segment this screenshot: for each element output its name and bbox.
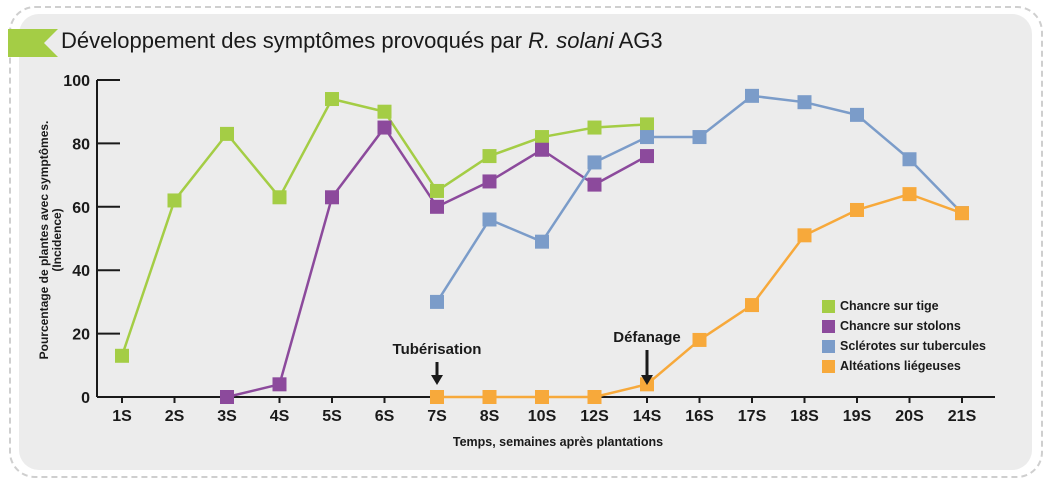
data-point-marker <box>587 120 602 135</box>
chart-axes: 0 20 40 60 80 100 1S 2S 3S 4S 5S 6S 7S 8S 10S 12S 14S 16S… <box>63 73 995 449</box>
legend-swatch <box>822 339 835 353</box>
y-tick-label: 40 <box>72 263 90 280</box>
x-tick-label: 12S <box>580 408 609 425</box>
data-point-marker <box>692 130 707 145</box>
y-axis-title-line: Pourcentage de plantes avec symptômes. <box>37 121 51 360</box>
data-point-marker <box>745 298 759 313</box>
x-tick-label: 8S <box>480 408 500 425</box>
data-point-marker <box>902 187 917 202</box>
data-point-marker <box>587 177 602 192</box>
chart-title-prefix: Développement des symptômes provoqués pa… <box>61 28 529 53</box>
data-point-marker <box>325 92 339 107</box>
x-tick-label: 20S <box>895 408 924 425</box>
data-point-marker <box>482 212 497 227</box>
legend-swatch <box>822 299 835 313</box>
data-point-marker <box>220 390 234 404</box>
x-tick-label: 2S <box>165 408 185 425</box>
x-tick-label: 18S <box>790 408 819 425</box>
legend-swatch <box>822 359 835 373</box>
legend-item: Altéations liégeuses <box>822 356 986 376</box>
x-tick-label: 21S <box>948 408 977 425</box>
data-point-marker <box>377 104 392 119</box>
data-point-marker <box>587 155 602 170</box>
legend-label: Chancre sur stolons <box>840 319 961 333</box>
legend-item: Chancre sur tige <box>822 296 986 316</box>
y-axis-label: Pourcentage de plantes avec symptômes.(I… <box>37 121 64 360</box>
chart-title-suffix: AG3 <box>613 28 663 53</box>
data-point-marker <box>955 206 969 221</box>
data-point-marker <box>797 228 812 243</box>
chart-annotations: Tubérisation Défanage <box>393 329 681 385</box>
x-tick-label: 4S <box>270 408 290 425</box>
data-point-marker <box>535 390 549 404</box>
data-point-marker <box>797 95 812 110</box>
data-point-marker <box>482 174 497 189</box>
y-tick-label: 80 <box>72 136 90 153</box>
data-point-marker <box>692 332 707 347</box>
data-point-marker <box>220 126 234 141</box>
data-point-marker <box>587 390 602 404</box>
data-point-marker <box>745 88 759 103</box>
data-point-marker <box>850 202 864 217</box>
legend-label: Sclérotes sur tubercules <box>840 339 986 353</box>
legend-label: Chancre sur tige <box>840 299 939 313</box>
data-point-marker <box>430 183 444 198</box>
data-point-marker <box>115 348 129 363</box>
chart-title-species: R. solani <box>528 28 614 53</box>
data-point-marker <box>167 193 182 208</box>
legend-item: Sclérotes sur tubercules <box>822 336 986 356</box>
x-tick-label: 5S <box>322 408 342 425</box>
chart-panel <box>19 14 1032 470</box>
series-line-2 <box>435 94 963 303</box>
x-tick-label: 6S <box>375 408 395 425</box>
legend-item: Chancre sur stolons <box>822 316 986 336</box>
y-axis-title-line: (Incidence) <box>50 208 64 271</box>
chart-legend: Chancre sur tige Chancre sur stolons Sclér… <box>822 296 986 376</box>
data-point-marker <box>535 142 549 157</box>
x-tick-label: 14S <box>633 408 662 425</box>
chart-title: Développement des symptômes provoqués pa… <box>61 28 663 54</box>
data-point-marker <box>902 152 917 167</box>
series-line-0 <box>120 97 648 357</box>
annotation-label: Défanage <box>613 329 681 346</box>
data-point-marker <box>482 390 497 404</box>
x-tick-label: 19S <box>843 408 872 425</box>
annotation-arrow-head-icon <box>641 375 653 385</box>
data-point-marker <box>482 149 497 164</box>
legend-label: Altéations liégeuses <box>840 359 961 373</box>
legend-swatch <box>822 319 835 333</box>
data-point-marker <box>430 199 444 214</box>
y-tick-label: 0 <box>81 390 90 407</box>
y-tick-label: 60 <box>72 200 90 217</box>
data-point-marker <box>850 107 864 122</box>
y-axis-title: Pourcentage de plantes avec symptômes.(I… <box>37 121 64 360</box>
data-point-marker <box>535 234 549 249</box>
data-point-marker <box>430 390 444 404</box>
data-point-marker <box>640 130 654 145</box>
x-tick-label: 1S <box>112 408 132 425</box>
x-tick-label: 7S <box>427 408 447 425</box>
outer-dashed-frame <box>9 6 1043 478</box>
y-tick-label: 100 <box>63 73 90 90</box>
data-point-marker <box>325 190 339 205</box>
data-point-marker <box>640 117 654 132</box>
x-tick-label: 16S <box>685 408 714 425</box>
annotation-arrow-head-icon <box>431 375 443 385</box>
series-markers <box>115 88 969 404</box>
ribbon-flag-icon <box>8 29 58 57</box>
x-tick-label: 17S <box>738 408 767 425</box>
data-point-marker <box>430 294 444 309</box>
annotation-label: Tubérisation <box>393 341 482 358</box>
data-point-marker <box>377 120 392 135</box>
data-point-marker <box>535 130 549 145</box>
data-point-marker <box>272 377 287 392</box>
x-tick-label: 10S <box>528 408 557 425</box>
y-tick-label: 20 <box>72 327 90 344</box>
x-axis-title: Temps, semaines après plantations <box>453 435 663 449</box>
x-tick-label: 3S <box>217 408 237 425</box>
data-point-marker <box>640 149 654 164</box>
data-point-marker <box>272 190 287 205</box>
